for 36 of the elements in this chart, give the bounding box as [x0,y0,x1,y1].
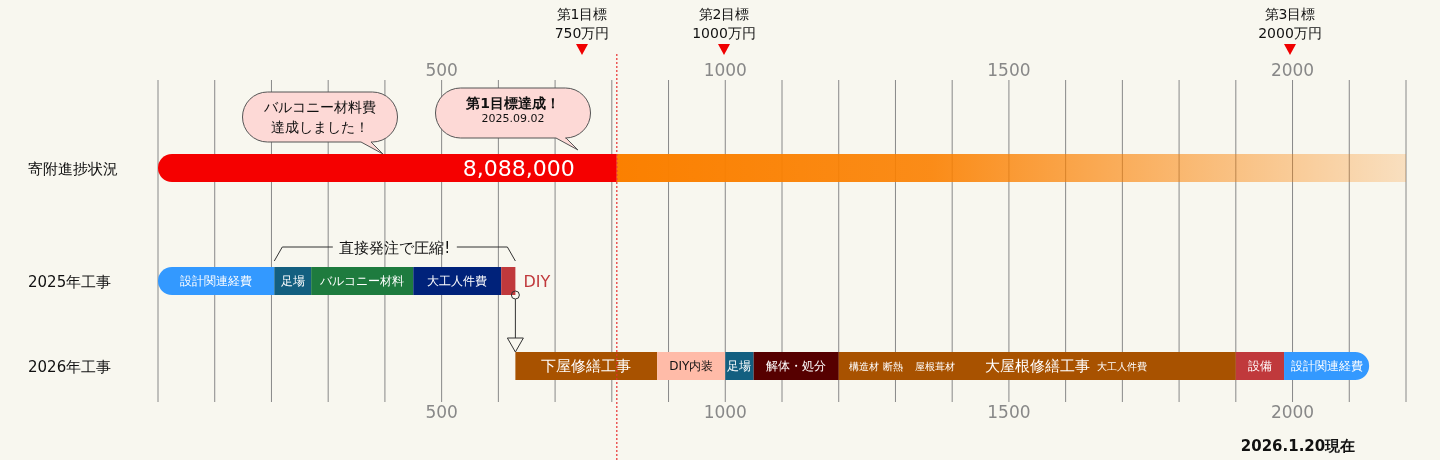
text: バルコニー材料費達成しました！ [263,99,376,135]
annotation: 大工人件費 [1097,361,1147,372]
y-tick-label: 寄附進捗状況 [28,160,118,178]
text: 第3目標2000万円 [1258,6,1322,41]
x-tick-label: 2000 [1270,402,1315,422]
annotation: 断熱 [883,361,903,372]
annotation: 8,088,000 [462,156,575,181]
text: 第1目標達成！ [465,95,560,111]
x2-tick-label: 500 [425,60,458,80]
annotation: 構造材 [849,361,879,372]
text: 2026.1.20現在 [1240,437,1356,455]
text: 2025.09.02 [481,112,545,125]
series-label: 設計関連経費 [1290,359,1363,374]
series-label: 足場 [727,359,752,374]
x2-tick-label: 2000 [1270,60,1315,80]
x-tick-label: 500 [425,402,458,422]
annotation: 直接発注で圧縮! [339,239,451,257]
series-label: 解体・処分 [766,359,827,374]
x-tick-label: 1000 [703,402,747,422]
x2-tick-label: 1000 [703,60,747,80]
text: 第2目標1000万円 [692,6,756,41]
series-label: DIY内装 [669,359,714,374]
series-label: 設計関連経費 [180,274,253,289]
annotation: 屋根葺材 [915,361,955,372]
series-label: 大工人件費 [427,274,488,289]
x2-tick-label: 1500 [987,60,1031,80]
x-tick-label: 1500 [987,402,1031,422]
series-label: 足場 [280,274,305,289]
y-tick-label: 2026年工事 [28,358,112,376]
series-label: バルコニー材料 [319,274,405,289]
series-label: 設備 [1247,359,1272,374]
text: 第1目標750万円 [554,6,610,41]
series-label: 大屋根修繕工事 [984,357,1090,376]
series-label: DIY [523,271,551,291]
series-label: 下屋修繕工事 [541,357,632,376]
y-tick-label: 2025年工事 [28,273,112,291]
